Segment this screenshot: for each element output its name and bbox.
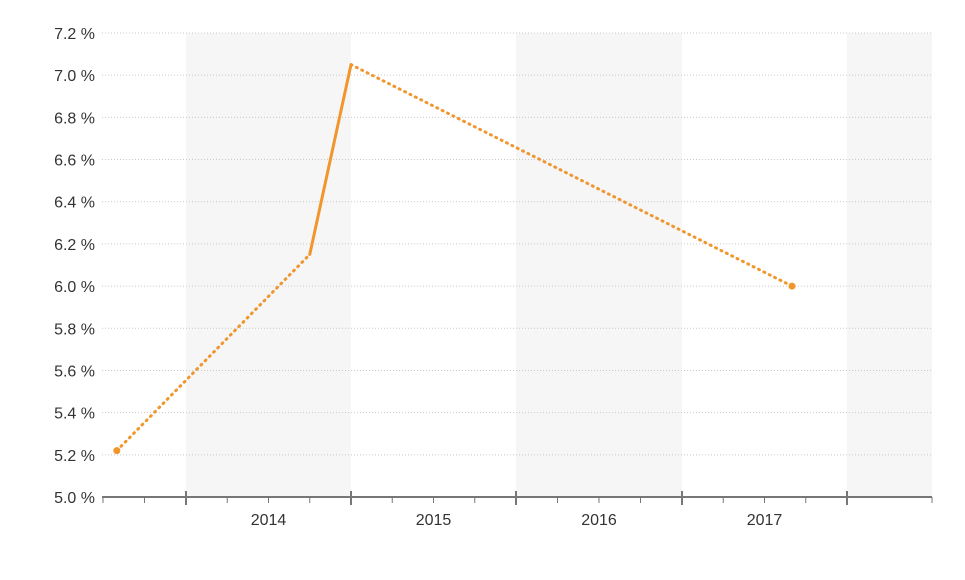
y-tick-label: 6.6 % — [54, 153, 95, 170]
series-group — [113, 63, 796, 455]
y-tick-label: 6.2 % — [54, 237, 95, 254]
x-axis: 2014 2015 2016 2017 — [102, 491, 933, 529]
x-tick-label: 2016 — [581, 512, 617, 529]
year-band — [847, 33, 932, 497]
y-axis-labels: 5.0 % 5.2 % 5.4 % 5.6 % 5.8 % 6.0 % 6.2 % 6.4 %… — [54, 26, 95, 507]
data-point — [788, 282, 796, 290]
data-point — [113, 447, 121, 455]
y-tick-label: 7.0 % — [54, 68, 95, 85]
year-bands — [186, 33, 932, 497]
y-tick-label: 6.8 % — [54, 110, 95, 127]
y-tick-label: 7.2 % — [54, 26, 95, 43]
year-band — [516, 33, 682, 497]
y-tick-label: 5.2 % — [54, 448, 95, 465]
y-tick-label: 5.6 % — [54, 363, 95, 380]
series-segment — [115, 252, 312, 453]
series-segment — [349, 63, 794, 288]
x-tick-label: 2015 — [416, 512, 452, 529]
y-tick-label: 5.4 % — [54, 406, 95, 423]
y-tick-label: 6.4 % — [54, 195, 95, 212]
y-tick-label: 5.8 % — [54, 321, 95, 338]
y-tick-label: 5.0 % — [54, 490, 95, 507]
year-band — [186, 33, 351, 497]
grid-lines — [102, 32, 932, 456]
y-tick-label: 6.0 % — [54, 279, 95, 296]
x-tick-label: 2017 — [747, 512, 783, 529]
x-tick-label: 2014 — [251, 512, 287, 529]
series-segment — [308, 63, 353, 256]
